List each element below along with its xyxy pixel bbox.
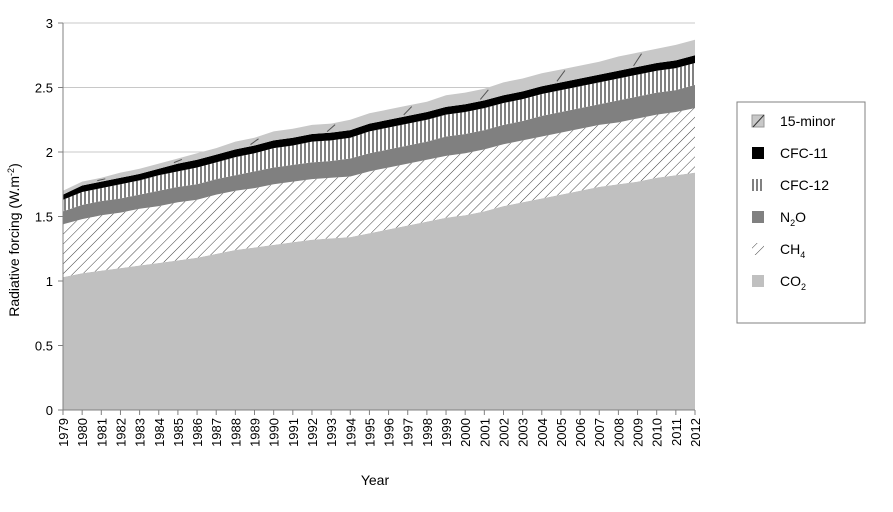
x-tick-label: 1983 bbox=[133, 418, 148, 447]
legend-label: CFC-11 bbox=[780, 145, 828, 161]
legend-item-ch4: CH4 bbox=[752, 241, 805, 260]
x-tick-label: 1984 bbox=[152, 418, 167, 447]
x-tick-label: 1985 bbox=[171, 418, 186, 447]
x-tick-label: 1995 bbox=[362, 418, 377, 447]
minor-slash-mark bbox=[556, 70, 566, 82]
axes bbox=[58, 22, 696, 415]
x-tick-label: 1991 bbox=[286, 418, 301, 447]
minor-slash-mark bbox=[250, 138, 259, 145]
x-tick-label: 2004 bbox=[535, 418, 550, 447]
minor-slash-mark bbox=[633, 53, 642, 67]
x-tick-label: 2003 bbox=[516, 418, 531, 447]
x-tick-label: 2000 bbox=[458, 418, 473, 447]
legend-swatch bbox=[752, 211, 764, 223]
legend-item-15-minor: 15-minor bbox=[751, 113, 836, 129]
x-tick-label: 2010 bbox=[650, 418, 665, 447]
x-tick-label: 2011 bbox=[669, 418, 684, 446]
x-tick-label: 1979 bbox=[56, 418, 71, 447]
minor-slash-mark bbox=[97, 178, 106, 182]
legend-swatch bbox=[752, 147, 764, 159]
x-tick-label: 1982 bbox=[113, 418, 128, 447]
minor-slash-mark bbox=[479, 89, 489, 100]
legend-label: 15-minor bbox=[780, 113, 836, 129]
minor-slash-mark bbox=[326, 124, 336, 133]
legend-label: CH4 bbox=[780, 241, 805, 260]
x-tick-label: 1986 bbox=[190, 418, 205, 447]
area-n2o bbox=[63, 84, 695, 225]
x-tick-label: 1996 bbox=[382, 418, 397, 447]
x-tick-label: 1981 bbox=[94, 418, 109, 447]
legend-swatch bbox=[752, 179, 764, 191]
legend-label: CFC-12 bbox=[780, 177, 829, 193]
y-tick-label: 1 bbox=[46, 274, 53, 289]
x-tick-label: 1999 bbox=[439, 418, 454, 447]
area-ch4 bbox=[63, 108, 695, 278]
y-axis-title: Radiative forcing (W.m-2) bbox=[6, 163, 22, 317]
x-tick-label: 1990 bbox=[267, 418, 282, 447]
area-cfc-12 bbox=[63, 62, 695, 212]
x-tick-label: 1997 bbox=[401, 418, 416, 447]
minor-slash-mark bbox=[403, 106, 413, 116]
x-axis-title: Year bbox=[361, 472, 390, 488]
stacked-areas bbox=[63, 39, 695, 410]
x-tick-label: 1998 bbox=[420, 418, 435, 447]
legend-label: N2O bbox=[780, 209, 806, 228]
x-tick-label: 1989 bbox=[248, 418, 263, 447]
legend-swatch bbox=[752, 243, 764, 255]
area-15-minor bbox=[63, 39, 695, 195]
legend-item-cfc-12: CFC-12 bbox=[752, 177, 829, 193]
area-co2 bbox=[63, 172, 695, 410]
y-tick-label: 3 bbox=[46, 16, 53, 31]
legend-label: CO2 bbox=[780, 273, 806, 292]
x-tick-label: 2006 bbox=[573, 418, 588, 447]
y-tick-label: 0 bbox=[46, 403, 53, 418]
x-tick-label: 1987 bbox=[209, 418, 224, 447]
x-tick-labels: 1979 1980 1981 1982 1983 1984 1985 1986 1987 1988… bbox=[56, 418, 703, 447]
x-tick-label: 1993 bbox=[324, 418, 339, 447]
y-tick-labels: 0 0.5 1 1.5 2 2.5 3 bbox=[35, 16, 53, 418]
y-tick-label: 2.5 bbox=[35, 81, 53, 96]
x-tick-label: 2007 bbox=[592, 418, 607, 447]
legend-item-cfc-11: CFC-11 bbox=[752, 145, 828, 161]
area-cfc-11 bbox=[63, 55, 695, 200]
legend-item-n2o: N2O bbox=[752, 209, 806, 228]
x-tick-label: 2001 bbox=[477, 418, 492, 447]
x-tick-label: 1980 bbox=[75, 418, 90, 447]
x-tick-label: 2009 bbox=[631, 418, 646, 447]
legend-swatch bbox=[752, 275, 764, 287]
x-tick-label: 2012 bbox=[688, 418, 703, 447]
legend: 15-minor CFC-11 CFC-12 N2O CH4 CO2 bbox=[736, 101, 866, 324]
x-tick-label: 2002 bbox=[496, 418, 511, 447]
x-tick-label: 2005 bbox=[554, 418, 569, 447]
x-tick-label: 2008 bbox=[611, 418, 626, 447]
y-tick-label: 1.5 bbox=[35, 210, 53, 225]
legend-item-co2: CO2 bbox=[752, 273, 806, 292]
y-tick-label: 2 bbox=[46, 145, 53, 160]
x-tick-label: 1992 bbox=[305, 418, 320, 447]
legend-swatch-slash bbox=[752, 114, 765, 128]
minor-slash-mark bbox=[173, 158, 183, 164]
x-tick-label: 1994 bbox=[343, 418, 358, 447]
y-tick-label: 0.5 bbox=[35, 339, 53, 354]
x-tick-label: 1988 bbox=[228, 418, 243, 447]
